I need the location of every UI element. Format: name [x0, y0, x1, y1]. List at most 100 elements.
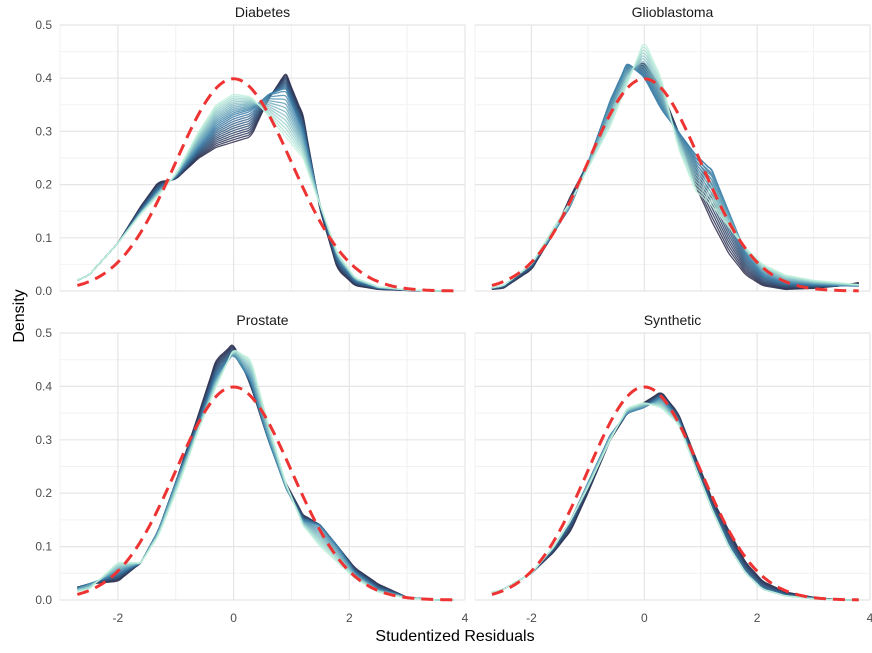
density-curve [491, 403, 859, 601]
density-curve [491, 64, 859, 289]
density-curve [491, 396, 859, 601]
y-tick-label: 0.3 [35, 433, 52, 447]
density-curve [77, 349, 454, 601]
density-curve [491, 49, 859, 289]
density-curve [491, 398, 859, 601]
density-curve [491, 66, 859, 289]
density-curve [77, 345, 454, 601]
density-curve [77, 84, 454, 292]
x-tick-label: 0 [230, 611, 237, 625]
density-curve [491, 392, 859, 601]
density-curve [77, 94, 454, 292]
y-tick-label: 0.1 [35, 231, 52, 245]
y-tick-label: 0.0 [35, 284, 52, 298]
density-curve [491, 58, 859, 289]
density-curve [77, 97, 454, 292]
density-curve [491, 64, 859, 290]
x-tick-label: 2 [346, 611, 353, 625]
density-curve [491, 392, 859, 601]
x-tick-label: -2 [113, 611, 124, 625]
density-curve [491, 63, 859, 289]
y-tick-label: 0.5 [35, 18, 52, 32]
y-tick-label: 0.4 [35, 71, 52, 85]
y-tick-label: 0.0 [35, 593, 52, 607]
reference-normal-curve [76, 77, 454, 293]
density-curve [491, 66, 859, 289]
density-curve [77, 100, 454, 292]
density-curve [491, 399, 859, 601]
y-tick-label: 0.2 [35, 486, 52, 500]
density-curve [491, 400, 859, 601]
density-curve [491, 52, 859, 289]
density-curve [77, 93, 454, 292]
density-curve [491, 67, 859, 290]
density-curve [491, 67, 859, 290]
reference-normal-curve [491, 385, 859, 602]
density-curve [77, 90, 454, 292]
density-curve [77, 344, 454, 601]
density-curve [491, 394, 859, 601]
panel-title: Synthetic [644, 312, 702, 328]
x-tick-label: 0 [641, 611, 648, 625]
panel-title: Glioblastoma [632, 4, 714, 20]
panel-synthetic: Synthetic -2 0 2 4 [474, 312, 872, 625]
density-curve [491, 402, 859, 601]
x-tick-label: -2 [526, 611, 537, 625]
x-tick-label: 4 [462, 611, 469, 625]
density-curve [491, 393, 859, 601]
x-tick-label: 2 [754, 611, 761, 625]
y-tick-label: 0.1 [35, 540, 52, 554]
density-curve [491, 55, 859, 289]
density-curve [491, 65, 859, 289]
density-curve [491, 65, 859, 289]
density-curve [491, 397, 859, 601]
density-curve [491, 402, 859, 601]
density-curve [77, 81, 454, 292]
density-curve [491, 66, 859, 290]
density-curve [491, 396, 859, 601]
y-tick-label: 0.3 [35, 124, 52, 138]
density-curve [491, 63, 859, 289]
panel-diabetes: Diabetes 0.0 0.1 0.2 0.3 0.4 0.5 [35, 4, 466, 298]
y-tick-label: 0.5 [35, 326, 52, 340]
density-curve [491, 393, 859, 601]
density-curve [491, 395, 859, 601]
x-axis-title: Studentized Residuals [375, 628, 534, 645]
reference-normal-curve [491, 77, 859, 293]
panel-title: Prostate [236, 312, 288, 328]
density-curve [491, 401, 859, 601]
density-curve [491, 401, 859, 601]
density-curve [77, 95, 454, 292]
x-tick-label: 4 [867, 611, 872, 625]
reference-normal-curve [76, 385, 454, 602]
panel-glioblastoma: Glioblastoma [474, 4, 871, 293]
panel-prostate: Prostate 0.0 0.1 0.2 0.3 0.4 0.5 -2 0 2 4 [35, 312, 468, 625]
density-curve [491, 397, 859, 601]
panels-layer: Diabetes 0.0 0.1 0.2 0.3 0.4 0.5 Glioblastoma Pr… [35, 4, 872, 625]
density-curve [491, 394, 859, 601]
density-curve [491, 63, 859, 290]
panel-title: Diabetes [235, 4, 290, 20]
density-curve [77, 85, 454, 292]
density-curve [77, 86, 454, 292]
density-curve [491, 398, 859, 601]
density-curve [491, 65, 859, 289]
density-curve [77, 98, 454, 292]
density-curve [77, 100, 454, 292]
density-curve [491, 403, 859, 601]
density-curve [491, 60, 859, 289]
density-curve [491, 67, 859, 290]
y-tick-label: 0.4 [35, 379, 52, 393]
density-curve [491, 395, 859, 601]
density-curve [491, 403, 859, 601]
density-curve [491, 62, 859, 291]
density-curve [491, 402, 859, 601]
y-axis-title: Density [11, 289, 28, 342]
y-tick-label: 0.2 [35, 178, 52, 192]
density-curve [491, 46, 859, 289]
density-curve [77, 99, 454, 292]
density-curve [77, 82, 454, 292]
density-curve [491, 65, 859, 290]
